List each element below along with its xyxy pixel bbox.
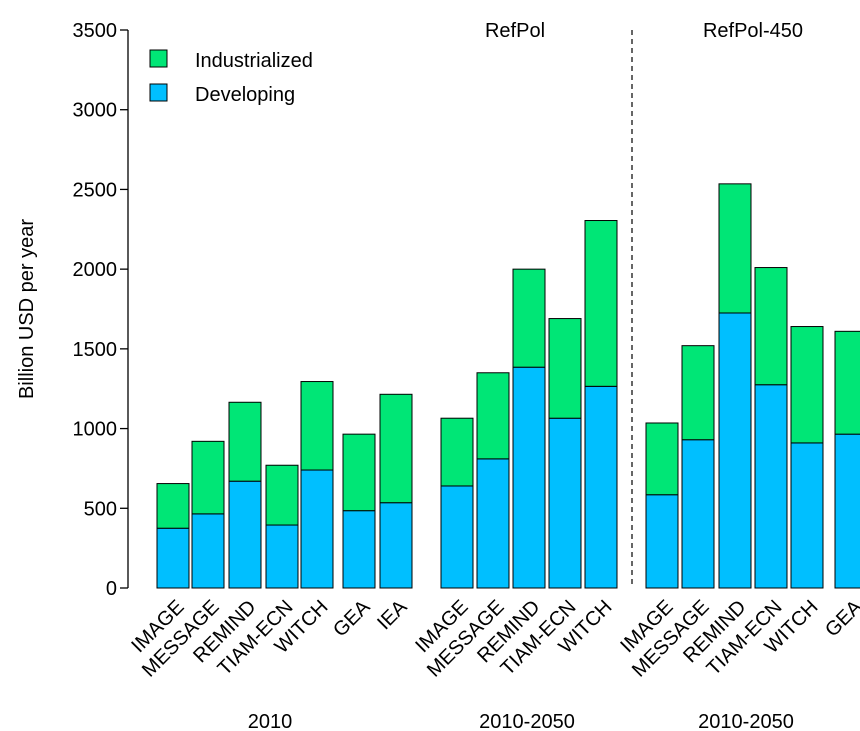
bar-developing	[440, 485, 474, 589]
bar-developing	[342, 510, 376, 589]
x-tick-label: IEA	[373, 596, 412, 635]
panel-label: RefPol	[485, 20, 545, 42]
bar-developing	[379, 502, 413, 589]
bar-developing	[265, 524, 299, 589]
bar-industrialized	[156, 483, 190, 529]
y-tick-label: 1000	[73, 419, 118, 441]
bar-developing	[584, 385, 618, 589]
bar-developing	[512, 366, 546, 589]
legend-swatch	[149, 49, 168, 68]
y-tick-label: 0	[106, 578, 117, 600]
bar-industrialized	[790, 326, 824, 444]
y-tick-label: 500	[84, 498, 117, 520]
bar-developing	[156, 527, 190, 589]
group-xlabel: 2010-2050	[698, 711, 794, 731]
bar-developing	[754, 384, 788, 589]
legend-label: Developing	[195, 84, 295, 106]
bar-industrialized	[512, 268, 546, 368]
bar-developing	[476, 458, 510, 589]
bar-industrialized	[645, 422, 679, 496]
legend: Industrialized Developing	[149, 49, 313, 106]
bar-developing	[718, 312, 752, 589]
legend-label: Industrialized	[195, 50, 313, 72]
bar-developing	[681, 439, 715, 589]
bar-industrialized	[300, 381, 334, 471]
bars-layer	[156, 183, 860, 589]
bar-industrialized	[342, 433, 376, 512]
bar-industrialized	[265, 464, 299, 526]
bar-developing	[548, 417, 582, 589]
axis-layer	[120, 29, 633, 589]
legend-swatch	[149, 83, 168, 102]
group-xlabel: 2010	[248, 711, 293, 731]
bar-developing	[300, 469, 334, 589]
panel-label: RefPol-450	[703, 20, 803, 42]
y-axis-title: Billion USD per year	[16, 219, 38, 399]
x-tick-label: GEA	[821, 596, 860, 642]
y-tick-label: 2000	[73, 259, 118, 281]
bar-industrialized	[379, 393, 413, 504]
bar-industrialized	[228, 401, 262, 482]
bar-developing	[191, 513, 225, 589]
y-tick-label: 3500	[73, 20, 118, 42]
bar-industrialized	[584, 220, 618, 387]
bar-industrialized	[834, 330, 860, 435]
y-tick-label: 1500	[73, 339, 118, 361]
bar-industrialized	[681, 345, 715, 441]
bar-industrialized	[191, 440, 225, 515]
bar-industrialized	[754, 267, 788, 386]
y-tick-label: 3000	[73, 100, 118, 122]
group-xlabel: 2010-2050	[479, 711, 575, 731]
bar-developing	[790, 442, 824, 589]
bar-industrialized	[548, 318, 582, 419]
bar-industrialized	[440, 417, 474, 487]
bar-industrialized	[718, 183, 752, 314]
x-tick-label: GEA	[329, 596, 375, 642]
y-tick-label: 2500	[73, 179, 118, 201]
bar-developing	[645, 494, 679, 589]
bar-industrialized	[476, 372, 510, 460]
bar-developing	[228, 480, 262, 589]
bar-developing	[834, 433, 860, 589]
